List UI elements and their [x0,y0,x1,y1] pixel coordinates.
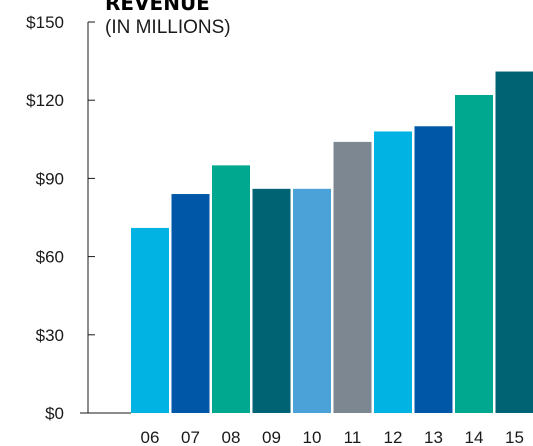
x-tick-label: 11 [344,428,362,446]
x-axis-labels: 06 07 08 09 10 11 12 13 14 15 [141,428,524,446]
bar-06 [131,227,169,413]
bar-14 [455,94,493,413]
x-tick-label: 14 [465,428,484,446]
x-tick-label: 15 [505,428,524,446]
x-tick-label: 10 [303,428,322,446]
bar-13 [414,126,453,414]
x-tick-label: 13 [424,428,443,446]
y-tick-label: $90 [36,169,64,188]
bar-10 [293,188,331,413]
y-tick-label: $120 [26,91,64,110]
bars [131,71,533,414]
chart-subtitle: (IN MILLIONS) [105,17,231,38]
y-tick-label: $60 [36,248,64,267]
bar-09 [252,188,291,413]
x-tick-label: 09 [262,428,281,446]
x-tick-label: 06 [141,428,160,446]
chart-title: REVENUE [105,0,210,15]
bar-15 [495,71,533,413]
x-tick-label: 07 [181,428,200,446]
y-axis: $0 $30 $60 $90 $120 $150 [26,13,131,423]
bar-11 [333,141,372,413]
bar-12 [374,131,412,414]
x-tick-label: 08 [222,428,241,446]
y-tick-label: $0 [45,404,64,423]
x-tick-label: 12 [384,428,403,446]
bar-07 [171,194,210,413]
y-tick-label: $30 [36,326,64,345]
y-tick-label: $150 [26,13,64,32]
bar-08 [212,165,250,413]
chart-title-group: REVENUE (IN MILLIONS) [105,0,231,38]
